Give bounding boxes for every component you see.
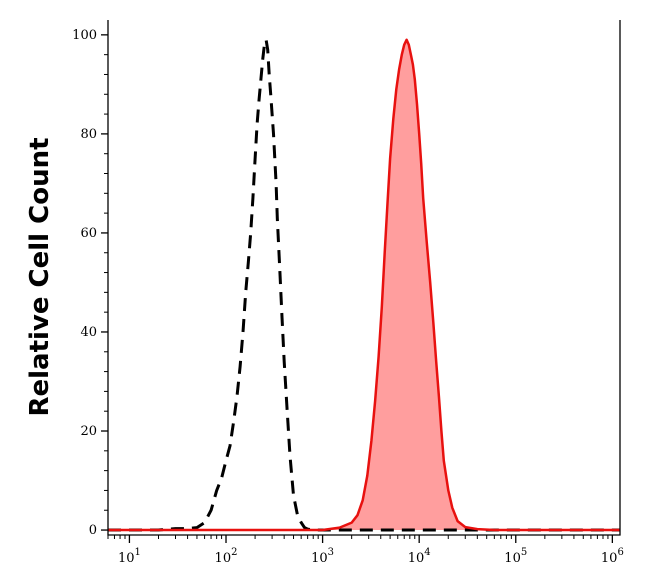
series-1-area xyxy=(108,39,620,531)
x-tick-label-5: 106 xyxy=(601,547,624,566)
y-tick-label-1: 20 xyxy=(80,424,97,439)
plot-area xyxy=(108,38,620,532)
x-tick-label-1: 102 xyxy=(215,547,238,566)
y-tick-label-3: 60 xyxy=(80,226,97,241)
series-1-line xyxy=(108,38,620,532)
series-0-line xyxy=(108,38,620,532)
y-tick-label-2: 40 xyxy=(80,325,97,340)
axis-frame xyxy=(107,20,621,536)
y-axis-label: Relative Cell Count xyxy=(25,137,55,416)
y-tick-label-5: 100 xyxy=(72,28,97,43)
y-tick-label-4: 80 xyxy=(80,127,97,142)
x-tick-label-0: 101 xyxy=(118,547,141,566)
axes: 0 20 40 60 80 100 101 102 103 104 105 106 xyxy=(72,20,624,566)
x-tick-label-3: 104 xyxy=(408,547,431,566)
x-tick-label-2: 103 xyxy=(311,547,334,566)
x-tick-label-4: 105 xyxy=(504,547,527,566)
y-tick-label-0: 0 xyxy=(89,523,97,538)
